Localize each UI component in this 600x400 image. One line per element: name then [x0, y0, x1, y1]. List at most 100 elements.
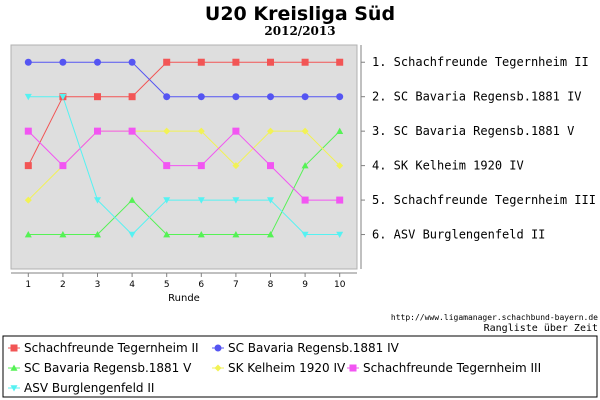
x-tick-label: 2 [60, 280, 66, 290]
series-point [94, 127, 101, 135]
series-point [336, 196, 344, 204]
series-point [94, 93, 101, 101]
rank-label: 4. SK Kelheim 1920 IV [372, 159, 524, 173]
series-point [301, 127, 309, 135]
series-point [267, 162, 274, 170]
series-point [336, 93, 344, 101]
series-line [28, 61, 340, 98]
plot-area [10, 44, 358, 270]
series-point [128, 93, 136, 101]
series-line [28, 96, 340, 236]
series-point [163, 127, 171, 135]
series-point [267, 127, 274, 135]
series-point [267, 231, 274, 238]
rank-label: 2. SC Bavaria Regensb.1881 IV [372, 90, 582, 104]
series-point [267, 93, 274, 101]
x-tick-label: 3 [95, 280, 101, 290]
legend-box [2, 335, 598, 398]
series-point [163, 58, 171, 66]
legend-marker [214, 364, 222, 372]
rank-label: 1. Schachfreunde Tegernheim II [372, 55, 589, 69]
x-tick-label: 9 [302, 280, 308, 290]
series-point [59, 162, 67, 170]
legend-marker [10, 344, 18, 352]
series-point [128, 58, 136, 66]
series-point [24, 162, 32, 170]
legend-label: SK Kelheim 1920 IV [228, 361, 346, 375]
series-point [197, 231, 205, 238]
series-point [163, 231, 171, 238]
x-tick-label: 5 [164, 280, 170, 290]
legend-label: SC Bavaria Regensb.1881 IV [228, 341, 400, 355]
series-line [28, 130, 341, 236]
series-point [197, 93, 205, 101]
rank-axis [361, 61, 365, 236]
rank-labels: 1. Schachfreunde Tegernheim II 2. SC Bava… [372, 55, 596, 241]
series-point [301, 231, 309, 239]
series-markers [24, 58, 344, 239]
series-point [128, 127, 136, 135]
series-point [59, 93, 67, 101]
series-point [59, 231, 67, 238]
legend-marker [10, 364, 18, 371]
rank-label: 3. SC Bavaria Regensb.1881 V [372, 124, 574, 138]
series-lines [27, 61, 341, 236]
chart-title: U20 Kreisliga Süd [205, 3, 395, 25]
series-point [336, 58, 344, 66]
legend-label: Schachfreunde Tegernheim III [363, 361, 541, 375]
x-axis-title: Runde [168, 293, 200, 304]
series-point [232, 197, 240, 204]
series-point [301, 93, 309, 101]
legend-marker [10, 385, 18, 392]
series-point [94, 58, 101, 66]
series-point [163, 197, 171, 204]
legend-label: ASV Burglengenfeld II [24, 381, 154, 395]
series-point [59, 58, 67, 66]
series-point [301, 162, 309, 169]
series-point [24, 58, 32, 66]
footer-note: Rangliste über Zeit [484, 323, 598, 334]
series-point [163, 93, 171, 101]
series-point [94, 197, 101, 204]
series-point [24, 196, 32, 204]
series-point [197, 58, 205, 66]
series-point [94, 231, 101, 238]
legend-marker [214, 344, 222, 352]
series-point [232, 231, 240, 238]
series-line [27, 61, 340, 166]
series-point [336, 231, 344, 239]
rank-label: 6. ASV Burglengenfeld II [372, 228, 545, 242]
series-point [232, 162, 240, 170]
x-axis: 1 2 3 4 5 6 7 8 9 10 [25, 273, 346, 290]
series-point [267, 197, 274, 204]
series-point [232, 127, 240, 135]
series-point [301, 58, 309, 66]
x-tick-label: 10 [334, 280, 346, 290]
series-point [24, 127, 32, 135]
legend-label: SC Bavaria Regensb.1881 V [24, 361, 192, 375]
x-tick-label: 4 [129, 280, 135, 290]
series-point [197, 197, 205, 204]
legend-label: Schachfreunde Tegernheim II [24, 341, 199, 355]
series-point [232, 93, 240, 101]
series-point [336, 127, 344, 134]
series-point [24, 231, 32, 238]
source-url: http://www.ligamanager.schachbund-bayern… [391, 313, 598, 322]
series-point [163, 162, 171, 170]
series-point [301, 196, 309, 204]
x-tick-label: 8 [268, 280, 274, 290]
series-point [128, 231, 136, 239]
series-point [128, 196, 136, 203]
x-tick-label: 1 [25, 280, 31, 290]
series-point [267, 58, 274, 66]
x-tick-label: 7 [233, 280, 239, 290]
series-point [232, 58, 240, 66]
x-tick-label: 6 [198, 280, 204, 290]
series-point [197, 162, 205, 170]
rank-label: 5. Schachfreunde Tegernheim III [372, 193, 596, 207]
series-point [197, 127, 205, 135]
legend-marker [349, 364, 357, 372]
chart-subtitle: 2012/2013 [264, 24, 335, 38]
series-point [24, 93, 32, 101]
